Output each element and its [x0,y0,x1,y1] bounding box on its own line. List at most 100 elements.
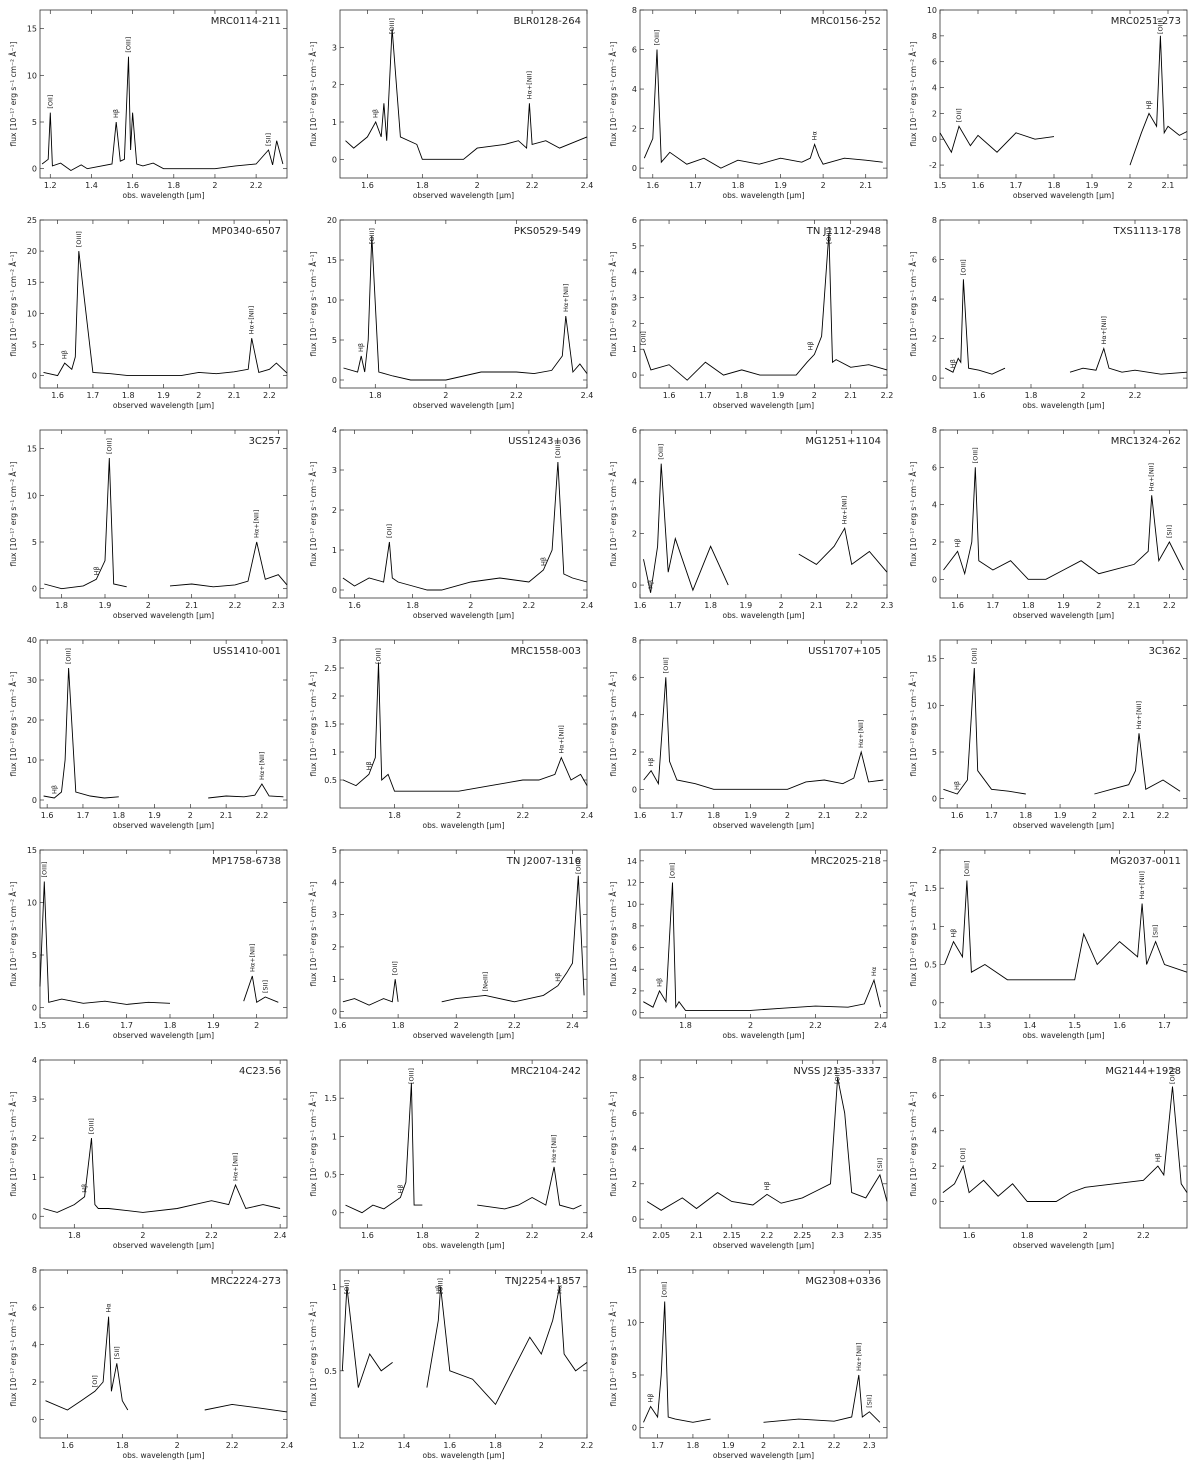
x-tick-label: 2.2 [516,811,529,820]
x-tick-label: 2 [475,1231,480,1240]
x-tick-label: 1.2 [352,1441,365,1450]
y-axis-label: flux [10⁻¹⁷ erg s⁻¹ cm⁻² Å⁻¹] [909,251,918,356]
x-tick-label: 1.8 [679,1021,692,1030]
y-axis-label: flux [10⁻¹⁷ erg s⁻¹ cm⁻² Å⁻¹] [609,1301,618,1406]
y-tick-label: 4 [932,295,937,304]
y-tick-label: 8 [932,32,937,41]
panel: 1.6 1.7 1.8 1.9 2 2.1 2.2 0 1 2 3 4 5 6 TN J1112-2948 o… [609,216,893,410]
x-tick-label: 2.2 [510,391,523,400]
y-tick-label: 8 [632,1074,637,1083]
plot-frame [639,1269,888,1439]
x-tick-label: 1.8 [369,391,382,400]
y-tick-label: 3 [332,43,337,52]
plot-frame [639,1059,888,1229]
x-axis-label: obs. wavelength [μm] [122,1451,204,1460]
x-tick-label: 2.1 [690,1231,703,1240]
y-tick-label: 0 [32,796,37,805]
y-tick-label: 5 [332,846,337,855]
line-label: [SII] [1165,525,1173,538]
y-tick-label: 0 [32,372,37,381]
line-label: [SII] [261,980,269,993]
y-tick-label: 2 [32,1378,37,1387]
x-tick-label: 1.6 [1113,1021,1126,1030]
line-label: [OIII] [388,18,396,34]
y-tick-label: 0.5 [324,1367,337,1376]
line-label: [OII] [955,108,963,122]
x-tick-label: 1.7 [651,1441,664,1450]
y-tick-label: 2 [332,81,337,90]
y-tick-label: 10 [627,900,637,909]
line-label: [OIII] [834,1068,842,1084]
y-tick-label: 0 [632,1009,637,1018]
x-tick-label: 1.5 [1068,1021,1081,1030]
x-tick-label: 2.2 [828,1441,841,1450]
line-label: Hβ [949,359,957,368]
line-label: Hα+[NII] [1148,463,1156,491]
line-label: Hβ [1145,100,1153,109]
panel: 1.6 1.7 1.8 1.9 2 2.1 2.2 0 10 20 30 40 USS1410-001 o… [9,636,288,830]
x-tick-label: 1.6 [973,391,986,400]
y-tick-label: 4 [632,965,637,974]
line-label: Hβ [807,341,815,350]
x-tick-label: 2.1 [810,601,823,610]
x-tick-label: 2.2 [1129,391,1142,400]
y-tick-label: 10 [27,756,37,765]
y-tick-label: 2 [632,987,637,996]
y-tick-label: 2 [932,538,937,547]
x-tick-label: 2 [1096,601,1101,610]
line-label: [OI] [91,1375,99,1387]
x-tick-label: 1.9 [157,391,170,400]
x-tick-label: 1.4 [85,181,98,190]
y-tick-label: 2 [632,529,637,538]
x-tick-label: 1.6 [951,811,964,820]
x-tick-label: 2 [443,391,448,400]
y-tick-label: 6 [632,944,637,953]
x-tick-label: 1.8 [732,181,745,190]
panel: 1.8 2 2.2 2.4 0 5 10 15 20 PKS0529-549 observed wa… [309,216,593,410]
x-tick-label: 1.9 [148,811,161,820]
line-label: Hα+[NII] [841,496,849,524]
panel-title: MG2037-0011 [1110,856,1181,867]
y-tick-label: 6 [632,216,637,225]
y-tick-label: 4 [932,84,937,93]
x-tick-label: 1.8 [68,1231,81,1240]
line-label: [OII] [391,961,399,975]
panel-title: 4C23.56 [239,1066,281,1077]
y-tick-label: 1 [632,345,637,354]
x-tick-label: 2.1 [859,181,872,190]
y-tick-label: 2 [332,943,337,952]
panel: 1.6 1.7 1.8 1.9 2 2.1 0 2 4 6 8 MRC0156-252 obs. wav… [609,6,888,200]
spectrum [44,457,288,590]
x-tick-label: 1.6 [126,181,139,190]
y-tick-label: -2 [929,161,937,170]
y-tick-label: 10 [927,701,937,710]
panel: 1.6 1.8 2 2.2 0 2 4 6 8 MG2144+1928 observed wavel… [909,1056,1188,1250]
y-tick-label: 8 [32,1266,37,1275]
spectrum [643,463,888,593]
line-label: [OIII] [105,438,113,454]
x-axis-label: observed wavelength [μm] [113,821,214,830]
plot-frame [939,1059,1188,1229]
y-tick-label: 10 [627,1319,637,1328]
x-axis-label: observed wavelength [μm] [713,821,814,830]
line-label: Hα [811,131,819,140]
line-label: [OIII] [970,648,978,664]
y-tick-label: 4 [32,1056,37,1065]
line-label: [OIII] [75,231,83,247]
y-tick-label: 8 [932,426,937,435]
x-tick-label: 1.5 [34,1021,47,1030]
x-tick-label: 2.2 [508,1021,521,1030]
y-tick-label: 6 [632,46,637,55]
plot-frame [339,9,588,179]
x-tick-label: 2.2 [263,391,276,400]
line-label: [OIII] [1168,1068,1176,1084]
line-label: [OII] [640,331,648,345]
y-tick-label: 6 [632,426,637,435]
x-tick-label: 1.6 [51,391,64,400]
y-tick-label: 5 [32,118,37,127]
y-tick-label: 0.5 [324,1171,337,1180]
line-label: [OIII] [971,447,979,463]
x-tick-label: 1.7 [77,811,90,820]
line-label: Hα+[NII] [258,752,266,780]
x-tick-label: 2.2 [229,601,242,610]
